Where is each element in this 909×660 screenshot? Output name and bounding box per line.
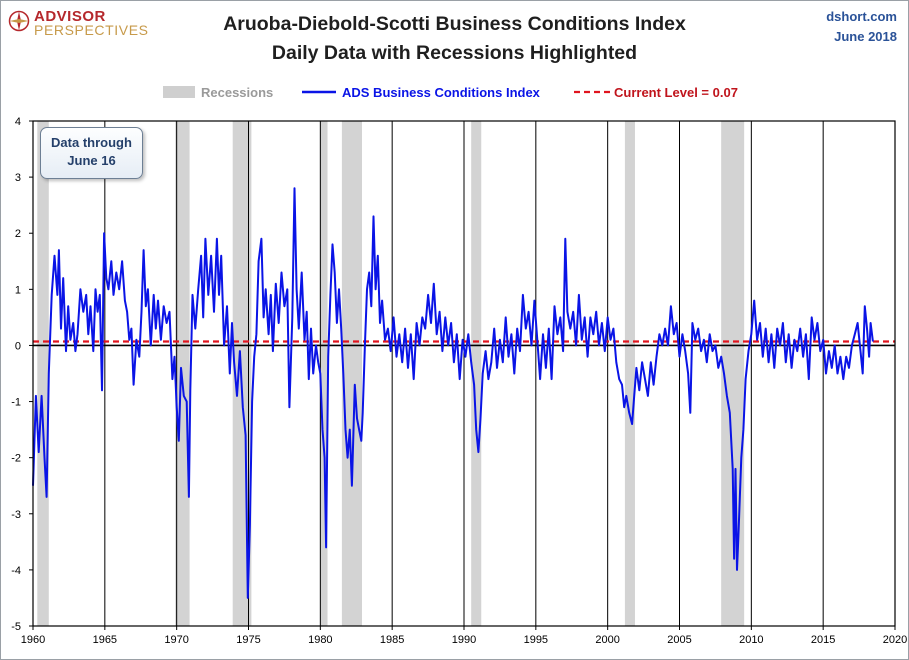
legend-ads-label: ADS Business Conditions Index bbox=[342, 85, 541, 100]
x-tick-label-2000: 2000 bbox=[595, 634, 619, 646]
recession-band-0 bbox=[37, 121, 49, 626]
compass-icon bbox=[8, 10, 30, 32]
y-tick-label-3: 3 bbox=[15, 172, 21, 184]
data-through-box: Data through June 16 bbox=[40, 127, 143, 179]
x-tick-label-2015: 2015 bbox=[811, 634, 835, 646]
recession-band-5 bbox=[471, 121, 482, 626]
x-tick-label-1995: 1995 bbox=[524, 634, 548, 646]
chart-subtitle: Daily Data with Recessions Highlighted bbox=[271, 42, 638, 64]
legend-recessions-swatch bbox=[163, 86, 195, 98]
y-tick-label--3: -3 bbox=[11, 509, 21, 521]
y-tick-label--1: -1 bbox=[11, 397, 21, 409]
y-tick-label--2: -2 bbox=[11, 453, 21, 465]
recession-band-3 bbox=[320, 121, 328, 626]
x-tick-label-1975: 1975 bbox=[236, 634, 260, 646]
y-tick-label--4: -4 bbox=[11, 565, 21, 577]
x-tick-label-2010: 2010 bbox=[739, 634, 763, 646]
advisor-perspectives-logo: ADVISOR PERSPECTIVES bbox=[6, 8, 149, 38]
data-through-line1: Data through bbox=[51, 135, 132, 150]
year-gridlines bbox=[104, 121, 824, 626]
recession-band-4 bbox=[341, 121, 362, 626]
y-tick-label-1: 1 bbox=[15, 284, 21, 296]
y-tick-label-2: 2 bbox=[15, 228, 21, 240]
logo-line1: ADVISOR bbox=[34, 8, 106, 25]
recession-band-7 bbox=[721, 121, 745, 626]
legend-recessions-label: Recessions bbox=[201, 85, 273, 100]
logo-line2: PERSPECTIVES bbox=[34, 22, 149, 38]
legend-current-label: Current Level = 0.07 bbox=[614, 85, 738, 100]
ads-series-line bbox=[32, 187, 874, 599]
chart-title: Aruoba-Diebold-Scotti Business Condition… bbox=[223, 13, 686, 35]
x-tick-label-2020: 2020 bbox=[883, 634, 907, 646]
x-tick-label-1960: 1960 bbox=[21, 634, 45, 646]
y-tick-label-0: 0 bbox=[15, 340, 21, 352]
recession-band-6 bbox=[624, 121, 635, 626]
x-tick-label-1985: 1985 bbox=[380, 634, 404, 646]
x-tick-label-1970: 1970 bbox=[164, 634, 188, 646]
x-tick-label-1980: 1980 bbox=[308, 634, 332, 646]
x-axis: 1960 1965 1970 1975 1980 1985 1990 1995 2000 2005… bbox=[21, 626, 907, 646]
source-date: June 2018 bbox=[834, 29, 897, 44]
y-tick-label--5: -5 bbox=[11, 621, 21, 633]
x-tick-label-1990: 1990 bbox=[452, 634, 476, 646]
x-tick-label-2005: 2005 bbox=[667, 634, 691, 646]
x-tick-label-1965: 1965 bbox=[93, 634, 117, 646]
y-tick-label-4: 4 bbox=[15, 116, 21, 128]
y-axis: 4 3 2 1 0 -1 -2 -3 -4 -5 bbox=[11, 116, 33, 633]
data-through-line2: June 16 bbox=[67, 153, 116, 168]
legend: Recessions ADS Business Conditions Index… bbox=[163, 85, 738, 100]
source-site: dshort.com bbox=[826, 9, 897, 24]
